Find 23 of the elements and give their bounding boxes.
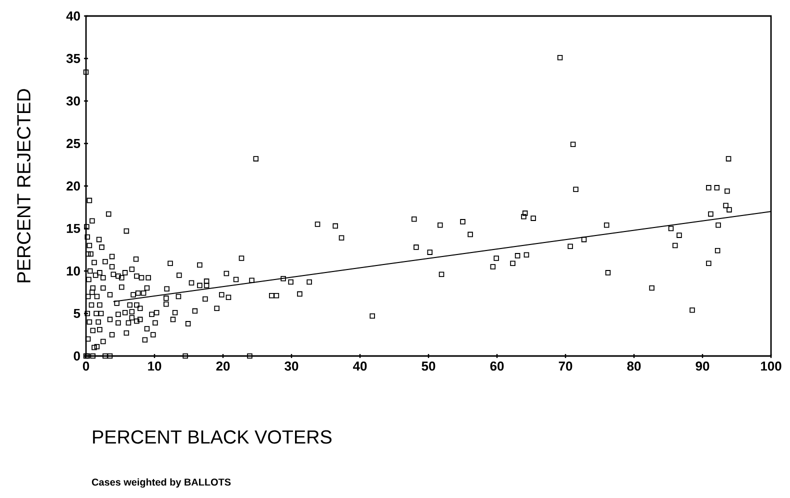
y-tick-label: 40 [66,11,80,21]
x-tick-label: 10 [148,362,162,371]
x-tick-label: 0 [82,362,90,371]
x-axis-title: PERCENT BLACK VOTERS [93,430,332,444]
y-tick-label: 20 [66,181,80,191]
y-tick-label: 25 [66,138,80,148]
text: Cases weighted by BALLOTS [92,478,231,488]
x-tick-label: 90 [696,362,710,371]
y-tick-label: 0 [74,351,80,361]
y-tick-label: 10 [66,266,80,276]
y-axis-title: PERCENT REJECTED [17,89,30,282]
x-tick-label: 100 [761,362,782,371]
y-tick-label: 5 [74,308,80,318]
x-tick-label: 70 [558,362,572,371]
y-tick-label: 30 [66,96,80,106]
x-tick-label: 20 [216,362,230,371]
x-tick-label: 40 [353,362,367,371]
x-tick-label: 60 [490,362,504,371]
y-tick-label: 15 [66,224,80,234]
y-tick-label: 35 [66,54,80,64]
x-tick-label: 30 [284,362,298,371]
x-tick-label: 50 [422,362,436,371]
x-tick-label: 80 [627,362,641,371]
